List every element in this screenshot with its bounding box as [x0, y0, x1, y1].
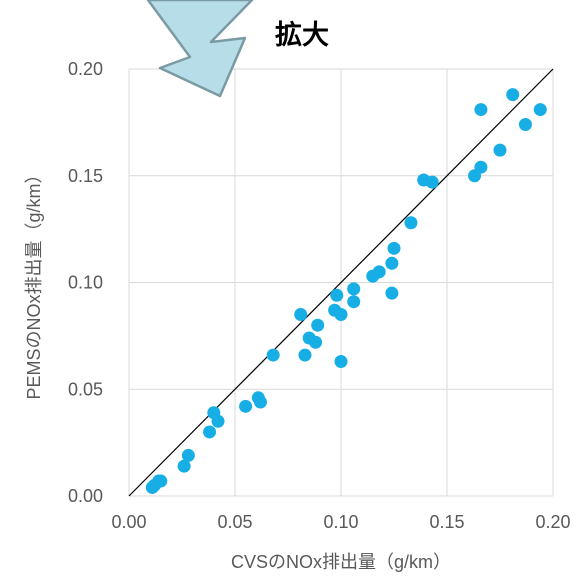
data-point — [385, 256, 399, 270]
data-points — [145, 88, 547, 494]
data-point — [154, 474, 168, 488]
data-point — [294, 308, 308, 322]
x-tick-label: 0.00 — [111, 512, 146, 532]
callout-label: 拡大 — [275, 20, 329, 51]
data-point — [474, 160, 488, 174]
data-point — [493, 143, 507, 157]
data-point — [309, 335, 323, 349]
data-point — [518, 118, 532, 132]
data-point — [385, 286, 399, 300]
data-point — [334, 354, 348, 368]
x-tick-label: 0.10 — [323, 512, 358, 532]
data-point — [425, 175, 439, 189]
data-point — [181, 448, 195, 462]
data-point — [298, 348, 312, 362]
x-tick-label: 0.20 — [535, 512, 570, 532]
x-tick-labels: 0.00 0.05 0.10 0.15 0.20 — [111, 512, 570, 532]
data-point — [387, 241, 401, 255]
x-tick-label: 0.05 — [217, 512, 252, 532]
x-tick-label: 0.15 — [429, 512, 464, 532]
data-point — [347, 282, 361, 296]
data-point — [266, 348, 280, 362]
data-point — [330, 288, 344, 302]
y-axis-label: PEMSのNOx排出量（g/km） — [24, 165, 44, 399]
data-point — [203, 425, 217, 439]
data-point — [334, 308, 348, 322]
grid — [128, 68, 554, 497]
y-tick-label: 0.00 — [68, 486, 103, 506]
data-point — [474, 103, 488, 117]
data-point — [533, 103, 547, 117]
y-tick-label: 0.20 — [68, 59, 103, 79]
data-point — [311, 318, 325, 332]
data-point — [506, 88, 520, 102]
x-axis-label: CVSのNOx排出量（g/km） — [231, 552, 451, 572]
reference-line-y-equals-x — [128, 68, 554, 497]
y-tick-label: 0.15 — [68, 166, 103, 186]
data-point — [404, 216, 418, 230]
data-point — [372, 265, 386, 279]
data-point — [177, 459, 191, 473]
y-tick-label: 0.05 — [68, 379, 103, 399]
data-point — [253, 395, 267, 409]
zoom-arrow-icon — [146, 0, 254, 98]
data-point — [211, 414, 225, 428]
y-tick-label: 0.10 — [68, 273, 103, 293]
data-point — [239, 399, 253, 413]
data-point — [347, 295, 361, 309]
y-tick-labels: 0.00 0.05 0.10 0.15 0.20 — [68, 59, 103, 506]
